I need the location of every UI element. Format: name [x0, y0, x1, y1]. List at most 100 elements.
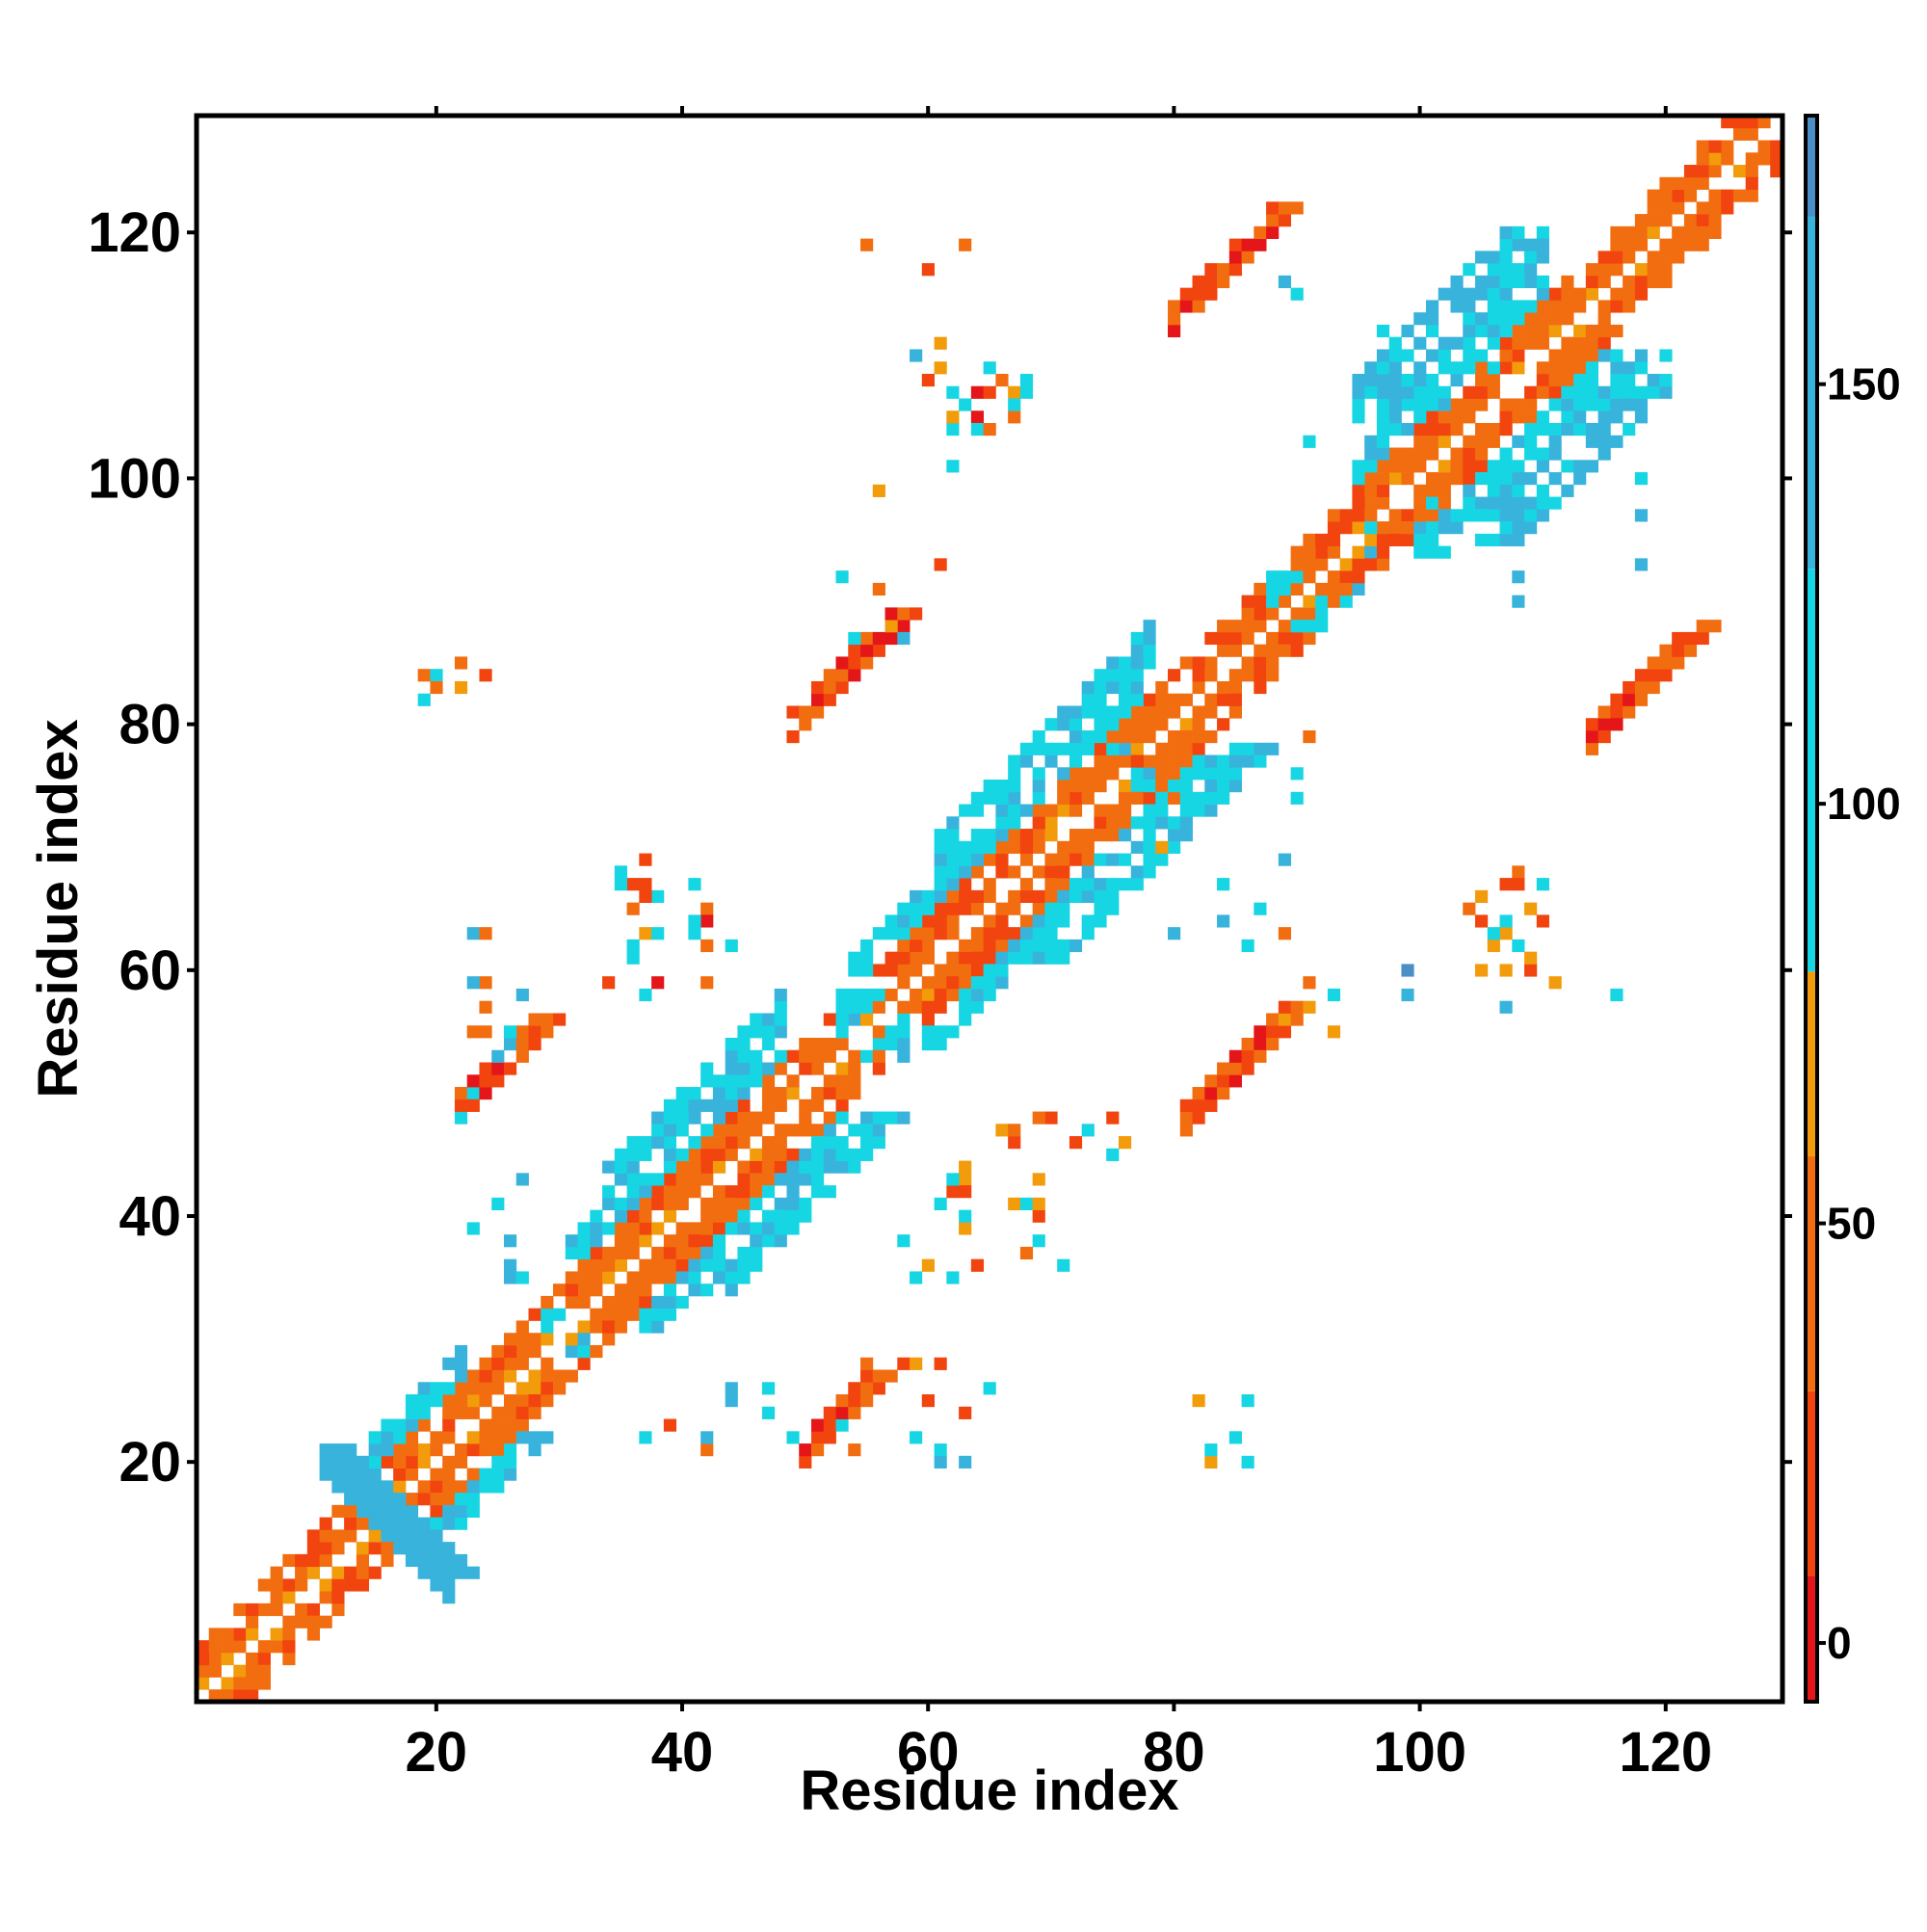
heatmap-cell: [737, 1124, 751, 1137]
heatmap-cell: [1438, 521, 1451, 535]
heatmap-cell: [454, 1504, 468, 1518]
heatmap-cell: [1548, 496, 1562, 510]
heatmap-cell: [577, 1284, 591, 1297]
heatmap-cell: [810, 1037, 825, 1051]
heatmap-cell: [1118, 1136, 1132, 1150]
heatmap-cell: [872, 1062, 885, 1075]
heatmap-cell: [1499, 312, 1513, 326]
heatmap-cell: [823, 1074, 836, 1088]
heatmap-cell: [1204, 656, 1218, 670]
heatmap-cell: [1192, 275, 1205, 289]
heatmap-cell: [1364, 472, 1378, 486]
heatmap-cell: [1463, 902, 1476, 915]
heatmap-cell: [405, 1455, 419, 1469]
heatmap-cell: [1450, 336, 1464, 350]
heatmap-cell: [750, 1197, 763, 1211]
heatmap-cell: [1008, 398, 1021, 411]
heatmap-cell: [1130, 865, 1144, 879]
heatmap-cell: [393, 1504, 407, 1518]
heatmap-cell: [405, 1468, 419, 1481]
heatmap-cell: [737, 1111, 751, 1125]
heatmap-cell: [737, 1062, 751, 1075]
heatmap-cell: [1241, 656, 1254, 670]
heatmap-cell: [725, 1271, 738, 1284]
heatmap-cell: [761, 1222, 776, 1235]
heatmap-cell: [1241, 607, 1254, 621]
heatmap-cell: [786, 1160, 800, 1174]
heatmap-cell: [823, 1418, 836, 1432]
heatmap-cell: [1475, 447, 1489, 461]
heatmap-cell: [626, 1284, 640, 1297]
heatmap-cell: [454, 1455, 468, 1469]
heatmap-cell: [430, 1382, 443, 1395]
heatmap-cell: [1536, 275, 1549, 289]
heatmap-cell: [725, 1258, 738, 1272]
heatmap-cell: [983, 829, 996, 842]
heatmap-cell: [1081, 840, 1095, 854]
heatmap-cell: [860, 964, 874, 977]
heatmap-cell: [405, 1406, 419, 1419]
heatmap-cell: [479, 1025, 492, 1039]
heatmap-cell: [934, 964, 947, 977]
heatmap-cell: [970, 422, 985, 437]
colorbar-frame: [1804, 114, 1819, 1704]
heatmap-cell: [750, 1258, 763, 1272]
heatmap-cell: [1130, 791, 1144, 805]
heatmap-cell: [1217, 275, 1230, 289]
heatmap-cell: [1499, 398, 1513, 411]
heatmap-cell: [1094, 914, 1107, 928]
heatmap-cell: [1143, 718, 1156, 731]
heatmap-cell: [1241, 939, 1254, 953]
heatmap-cell: [1044, 754, 1058, 768]
heatmap-cell: [799, 1111, 812, 1125]
heatmap-cell: [515, 1431, 529, 1444]
heatmap-cell: [700, 1148, 714, 1161]
heatmap-cell: [1610, 435, 1623, 448]
heatmap-cell: [1683, 225, 1698, 239]
heatmap-cell: [663, 1136, 677, 1150]
heatmap-cell: [774, 1173, 787, 1186]
heatmap-cell: [725, 1136, 738, 1150]
heatmap-cell: [860, 656, 874, 670]
heatmap-cell: [553, 1284, 567, 1297]
heatmap-cell: [761, 1173, 776, 1186]
heatmap-cell: [995, 976, 1009, 990]
heatmap-cell: [442, 1578, 456, 1592]
heatmap-cell: [946, 829, 960, 842]
heatmap-cell: [799, 1049, 812, 1063]
heatmap-cell: [688, 1173, 701, 1186]
heatmap-cell: [1672, 631, 1685, 646]
heatmap-cell: [1376, 545, 1390, 559]
heatmap-cell: [810, 1087, 825, 1100]
heatmap-cell: [1438, 484, 1451, 497]
heatmap-cell: [1278, 853, 1292, 866]
heatmap-cell: [626, 1271, 640, 1284]
heatmap-cell: [1634, 361, 1649, 375]
heatmap-cell: [1659, 263, 1673, 277]
heatmap-cell: [393, 1493, 407, 1506]
heatmap-cell: [368, 1443, 382, 1457]
heatmap-cell: [491, 1062, 505, 1075]
heatmap-cell: [466, 1493, 480, 1506]
heatmap-cell: [1499, 225, 1513, 239]
heatmap-cell: [1032, 902, 1045, 915]
heatmap-cell: [712, 1124, 726, 1137]
heatmap-cell: [1069, 705, 1083, 719]
heatmap-cell: [233, 1677, 247, 1690]
heatmap-cell: [1278, 1025, 1292, 1039]
heatmap-cell: [1290, 558, 1304, 571]
heatmap-cell: [1732, 165, 1747, 178]
heatmap-cell: [639, 1308, 652, 1321]
heatmap-cell: [1241, 1394, 1254, 1408]
heatmap-cell: [1634, 509, 1649, 522]
heatmap-cell: [1573, 472, 1587, 486]
heatmap-cell: [1610, 398, 1623, 411]
heatmap-cell: [1204, 1443, 1218, 1457]
heatmap-cell: [1019, 373, 1034, 387]
heatmap-cell: [970, 865, 985, 879]
heatmap-cell: [1524, 238, 1538, 251]
heatmap-cell: [1672, 176, 1685, 190]
heatmap-cell: [417, 1493, 431, 1506]
heatmap-cell: [946, 1271, 960, 1284]
heatmap-cell: [750, 1173, 763, 1186]
